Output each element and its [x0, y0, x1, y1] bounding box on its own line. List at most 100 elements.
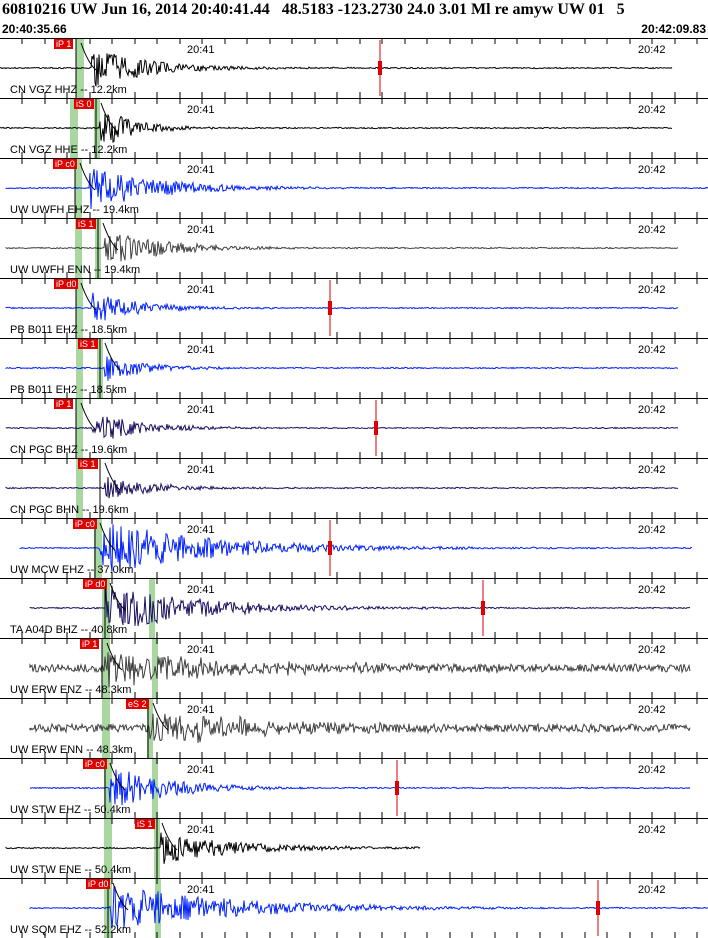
pick-label[interactable]: iP d0 [83, 579, 108, 589]
time-label: 20:42 [638, 164, 666, 176]
arrival-curve [109, 582, 126, 611]
amplitude-marker [596, 901, 600, 915]
station-label: TA A04D BHZ -- 40.8km [10, 624, 128, 636]
trace-plot [0, 758, 708, 818]
pick-label[interactable]: iP c0 [83, 759, 107, 769]
waveform [29, 769, 691, 806]
trace-panel: iS 0 20:41 20:42 CN VGZ HHE -- 12.2km [0, 98, 708, 158]
arrival-curve [161, 822, 178, 851]
time-label: 20:41 [187, 644, 215, 656]
time-label: 20:42 [638, 404, 666, 416]
end-time: 20:42:09.83 [641, 22, 706, 36]
station-label: UW STW ENE -- 50.4km [10, 864, 132, 876]
trace-panel: eS 2 20:41 20:42 UW ERW ENN -- 48.3km [0, 698, 708, 758]
time-label: 20:41 [187, 344, 215, 356]
time-label: 20:41 [187, 164, 215, 176]
amplitude-marker [328, 541, 332, 555]
arrival-curve [80, 42, 97, 71]
station-label: UW UWFH EHZ -- 19.4km [10, 204, 139, 216]
station-label: CN VGZ HHE -- 12.2km [10, 144, 128, 156]
time-label: 20:41 [187, 884, 215, 896]
trace-panel: iS 1 20:41 20:42 UW UWFH ENN -- 19.4km [0, 218, 708, 278]
station-label: UW ERW ENN -- 48.3km [10, 744, 133, 756]
time-label: 20:42 [638, 764, 666, 776]
trace-plot [0, 458, 708, 518]
arrival-curve [104, 462, 121, 491]
waveform [0, 113, 673, 144]
amplitude-marker [328, 301, 332, 315]
arrival-curve [80, 282, 97, 311]
plot-header: 60810216 UW Jun 16, 2014 20:40:41.44 48.… [0, 0, 708, 38]
trace-panel: iP d0 20:41 20:42 TA A04D BHZ -- 40.8km [0, 578, 708, 638]
arrival-curve [79, 162, 96, 191]
waveform [19, 524, 693, 572]
pick-label[interactable]: iP d0 [54, 279, 79, 289]
trace-panel: iP d0 20:41 20:42 UW SQM EHZ -- 52.2km [0, 878, 708, 938]
time-label: 20:42 [638, 284, 666, 296]
pick-label[interactable]: iP 1 [54, 39, 74, 49]
time-label: 20:42 [638, 344, 666, 356]
pick-label[interactable]: eS 2 [126, 699, 149, 709]
trace-plot [0, 218, 708, 278]
trace-plot [0, 878, 708, 938]
arrival-curve [109, 762, 126, 791]
pick-label[interactable]: iS 1 [78, 459, 98, 469]
station-label: PB B011 EH2 -- 18.5km [10, 384, 127, 396]
pick-window [149, 578, 155, 638]
pick-window [155, 878, 161, 938]
waveform [29, 713, 691, 743]
amplitude-marker [481, 601, 485, 615]
trace-plot [0, 338, 708, 398]
trace-plot [0, 278, 708, 338]
time-label: 20:41 [187, 524, 215, 536]
pick-label[interactable]: iP 1 [54, 399, 74, 409]
trace-panel: iS 1 20:41 20:42 CN PGC BHN -- 19.6km [0, 458, 708, 518]
amplitude-marker [374, 421, 378, 435]
time-label: 20:41 [187, 284, 215, 296]
pick-window [102, 698, 110, 758]
time-label: 20:42 [638, 884, 666, 896]
pick-label[interactable]: iS 1 [76, 219, 96, 229]
time-label: 20:41 [187, 224, 215, 236]
station-label: PB B011 EHZ -- 18.5km [10, 324, 128, 336]
trace-plot [0, 98, 708, 158]
waveform [29, 652, 691, 688]
time-label: 20:41 [187, 764, 215, 776]
arrival-curve [99, 522, 116, 551]
trace-panel: iP c0 20:41 20:42 UW UWFH EHZ -- 19.4km [0, 158, 708, 218]
time-label: 20:41 [187, 44, 215, 56]
station-label: UW STW EHZ -- 50.4km [10, 804, 131, 816]
trace-plot [0, 518, 708, 578]
amplitude-marker [395, 781, 399, 795]
waveform [5, 168, 708, 210]
station-label: UW ERW ENZ -- 48.3km [10, 684, 132, 696]
station-label: UW MCW EHZ -- 37.0km [10, 564, 134, 576]
trace-plot [0, 638, 708, 698]
station-label: UW UWFH ENN -- 19.4km [10, 264, 141, 276]
pick-window [152, 758, 158, 818]
time-label: 20:42 [638, 704, 666, 716]
pick-label[interactable]: iP c0 [73, 519, 97, 529]
trace-plot [0, 818, 708, 878]
pick-label[interactable]: iS 1 [78, 339, 98, 349]
station-label: CN PGC BHZ -- 19.6km [10, 444, 128, 456]
pick-label[interactable]: iS 0 [74, 99, 94, 109]
time-label: 20:41 [187, 104, 215, 116]
trace-panel: iS 1 20:41 20:42 UW STW ENE -- 50.4km [0, 818, 708, 878]
amplitude-marker [378, 61, 382, 75]
pick-window [147, 698, 153, 758]
time-label: 20:42 [638, 44, 666, 56]
waveform [5, 832, 421, 864]
waveform [5, 416, 679, 439]
start-time: 20:40:35.66 [2, 22, 67, 36]
pick-label[interactable]: iS 1 [135, 819, 155, 829]
pick-label[interactable]: iP c0 [53, 159, 77, 169]
trace-plot [0, 398, 708, 458]
arrival-curve [112, 882, 129, 911]
waveform [5, 234, 679, 262]
pick-label[interactable]: iP 1 [80, 639, 100, 649]
pick-window [102, 578, 110, 638]
pick-label[interactable]: iP d0 [86, 879, 111, 889]
time-label: 20:42 [638, 644, 666, 656]
trace-panel: iP c0 20:41 20:42 UW MCW EHZ -- 37.0km [0, 518, 708, 578]
